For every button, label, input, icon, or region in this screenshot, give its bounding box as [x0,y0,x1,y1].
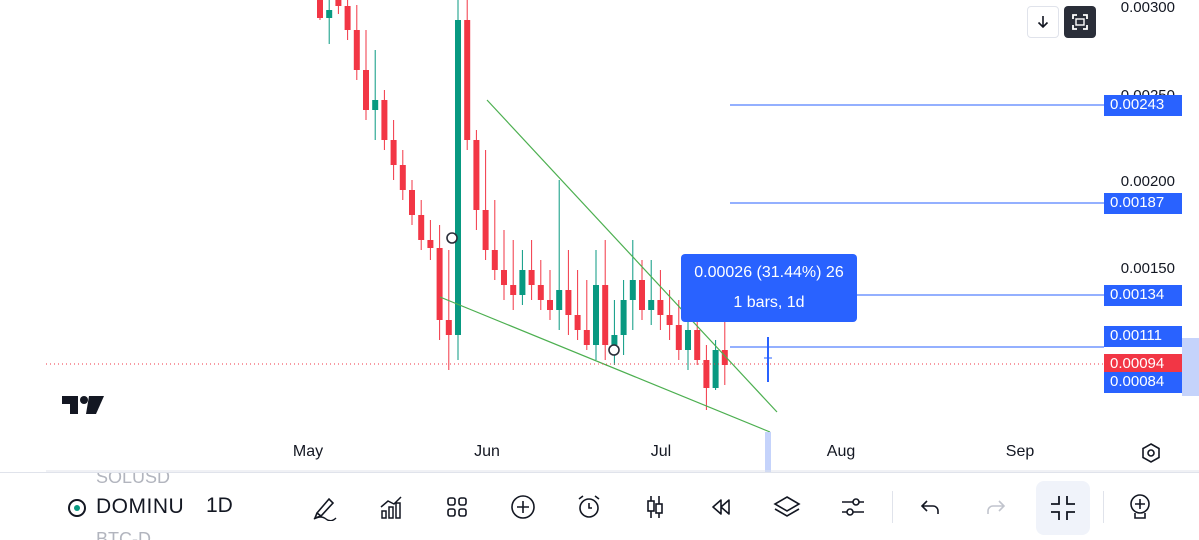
candle-body [363,70,369,110]
candle-body [620,300,627,335]
candle-body [464,20,471,140]
candle-body [473,140,480,210]
price-axis-label: 0.00200 [1120,173,1175,190]
measure-value: 0.00026 (31.44%) 26 [694,264,844,281]
candle-body [409,190,415,215]
bottom-toolbar: SOLUSD DOMINU BTC-D 1D [0,472,1199,540]
symbol-ghost-next: BTC-D [96,529,151,540]
candles-icon[interactable] [637,489,673,525]
symbol-name[interactable]: DOMINU [96,495,185,518]
symbol-switcher[interactable]: SOLUSD DOMINU BTC-D [60,473,190,540]
replay-icon[interactable] [703,489,739,525]
add-chart-icon[interactable] [1122,489,1158,525]
candle-body [675,325,682,350]
candle-body [510,285,517,295]
current-price-badge: 0.00094 [1104,354,1182,375]
candle-body [317,0,323,18]
fullscreen-icon[interactable] [1064,6,1096,38]
axis-settings-icon[interactable] [1139,441,1163,465]
symbol-logo-icon [66,497,88,524]
alert-icon[interactable] [571,489,607,525]
candle-body [427,240,434,248]
measure-tooltip: 0.00026 (31.44%) 26 1 bars, 1d [681,254,857,322]
candle-body [381,100,388,140]
candle-body [547,300,553,310]
candle-body [721,350,728,365]
candle-body [611,335,618,345]
hline-price-badge[interactable]: 0.00111 [1104,326,1182,347]
time-axis-label: May [292,443,324,460]
candle-body [583,330,590,345]
hline-price-badge[interactable]: 0.00134 [1104,285,1182,306]
candle-body [344,6,351,30]
candle-body [390,140,397,165]
hline-price-badge[interactable]: 0.00243 [1104,95,1182,116]
time-axis-highlight [765,432,771,472]
indicators-icon[interactable] [373,489,409,525]
candle-body [657,300,664,315]
toolbar-divider [892,491,893,523]
hline-price-badge[interactable]: 0.00187 [1104,193,1182,214]
candle-body [639,280,645,310]
templates-icon[interactable] [439,489,475,525]
candle-body [666,315,673,325]
candle-body [648,300,655,310]
candle-body [335,0,342,6]
symbol-ghost-prev: SOLUSD [96,473,171,487]
event-marker[interactable] [446,232,458,244]
candlestick-series [317,0,728,410]
settings-icon[interactable] [835,489,871,525]
tradingview-logo[interactable] [62,394,106,421]
event-marker[interactable] [608,344,620,356]
time-axis-label: Sep [1005,443,1035,460]
candle-body [574,315,581,330]
price-axis-highlight [1182,338,1199,396]
candle-body [372,100,379,110]
candle-body [593,285,599,345]
candle-body [528,270,535,285]
price-axis-label: 0.00300 [1120,0,1175,16]
add-icon[interactable] [505,489,541,525]
time-axis-label: Jun [474,443,500,460]
price-axis-label: 0.00150 [1120,260,1175,277]
candle-body [519,270,526,295]
scroll-down-icon[interactable] [1027,6,1059,38]
candle-body [712,350,719,388]
candle-body [556,290,563,310]
trendline-upper[interactable] [486,99,778,413]
time-axis-label: Jul [650,443,672,460]
candle-body [436,248,443,320]
candle-body [501,270,507,285]
candle-body [455,20,461,335]
draw-icon[interactable] [307,489,343,525]
candle-body [703,360,710,388]
candle-body [491,250,498,270]
undo-icon[interactable] [912,489,948,525]
toolbar-divider [1103,491,1104,523]
candle-body [399,165,406,190]
interval-selector[interactable]: 1D [206,494,233,517]
chart-area[interactable]: 0.00300 0.00250 0.00200 0.00150 0.00243 … [0,0,1199,472]
candle-body [629,280,636,300]
candle-body [445,320,452,335]
candle-body [326,10,333,18]
candle-body [353,30,360,70]
candle-body [537,285,544,300]
time-axis-label: Aug [826,443,856,460]
measure-bars: 1 bars, 1d [733,294,805,311]
crosshair-price-badge: 0.00084 [1104,372,1182,393]
chart-canvas[interactable] [0,0,1199,472]
exit-fullscreen-icon[interactable] [1036,481,1090,535]
candle-body [418,215,425,240]
layers-icon[interactable] [769,489,805,525]
trendline-lower[interactable] [439,296,771,433]
redo-icon[interactable] [978,489,1014,525]
candle-body [694,330,701,360]
candle-body [482,210,489,250]
candle-body [602,285,609,345]
candle-body [685,330,691,350]
candle-body [565,290,572,315]
